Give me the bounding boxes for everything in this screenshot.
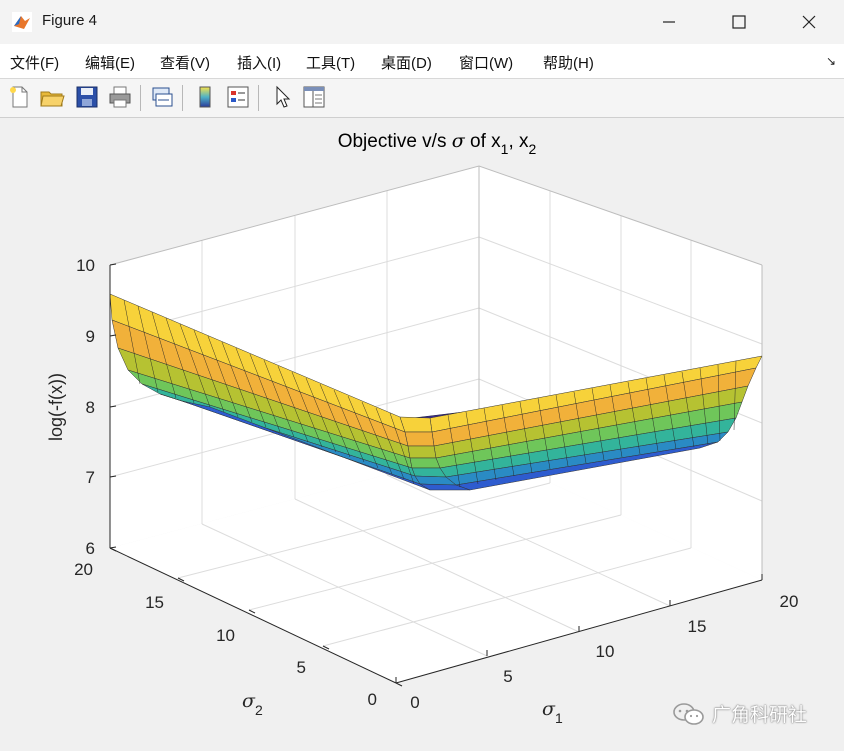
close-icon (802, 15, 816, 29)
surface-plot[interactable]: Objective v/s σ of x1, x2 10 9 8 7 6 log… (0, 118, 840, 749)
z-tick-label: 6 (86, 539, 95, 558)
menu-desktop[interactable]: 桌面(D) (381, 55, 432, 72)
close-button[interactable] (774, 0, 844, 44)
link-plot-icon[interactable] (149, 84, 175, 110)
window-title: Figure 4 (42, 12, 98, 29)
y-axis-label: σ2 (242, 690, 263, 718)
surface-mesh (109, 293, 763, 491)
figure-canvas[interactable]: Objective v/s σ of x1, x2 10 9 8 7 6 log… (2, 118, 842, 749)
save-icon[interactable] (74, 84, 100, 110)
y-tick-label: 15 (145, 593, 164, 612)
watermark-text: 广角科研社 (712, 705, 808, 726)
new-figure-icon[interactable] (6, 84, 32, 110)
menu-view[interactable]: 查看(V) (160, 55, 210, 72)
minimize-button[interactable] (634, 0, 704, 44)
figure-toolbar (0, 79, 844, 118)
edit-plot-arrow-icon[interactable] (269, 84, 295, 110)
print-icon[interactable] (107, 84, 133, 110)
menu-file[interactable]: 文件(F) (10, 55, 60, 72)
tick-marks (109, 263, 763, 687)
matlab-icon (12, 12, 32, 32)
open-file-icon[interactable] (39, 84, 65, 110)
y-tick-label: 10 (216, 626, 235, 645)
z-tick-label: 7 (86, 468, 95, 487)
menu-insert[interactable]: 插入(I) (237, 55, 282, 72)
y-tick-label: 0 (368, 690, 377, 709)
x-axis-label: σ1 (542, 698, 563, 726)
z-tick-label: 8 (86, 398, 95, 417)
x-tick-label: 10 (596, 642, 615, 661)
toolbar-separator (140, 85, 141, 111)
x-tick-label: 5 (503, 667, 512, 686)
watermark: 广角科研社 (672, 700, 807, 727)
insert-legend-icon[interactable] (225, 84, 251, 110)
x-tick-label: 0 (410, 693, 419, 712)
window-titlebar: Figure 4 (0, 0, 844, 45)
y-tick-label: 5 (297, 658, 306, 677)
plot-title: Objective v/s σ of x1, x2 (338, 130, 537, 157)
x-tick-label: 15 (688, 617, 707, 636)
maximize-button[interactable] (704, 0, 774, 44)
insert-colorbar-icon[interactable] (192, 84, 218, 110)
toolbar-separator (182, 85, 183, 111)
axes-box (109, 165, 763, 580)
y-tick-label: 20 (74, 560, 93, 579)
toolbar-separator (258, 85, 259, 111)
menu-edit[interactable]: 编辑(E) (85, 55, 135, 72)
wechat-icon (673, 702, 704, 725)
maximize-icon (732, 15, 746, 29)
property-inspector-icon[interactable] (301, 84, 327, 110)
z-axis-label: log(-f(x)) (46, 373, 66, 441)
menu-bar: 文件(F) 编辑(E) 查看(V) 插入(I) 工具(T) 桌面(D) 窗口(W… (0, 44, 844, 79)
z-tick-label: 9 (86, 327, 95, 346)
x-tick-label: 20 (780, 592, 799, 611)
menu-tools[interactable]: 工具(T) (306, 55, 356, 72)
minimize-icon (663, 21, 675, 23)
expand-toolbar-icon[interactable]: ↘ (825, 54, 836, 68)
menu-help[interactable]: 帮助(H) (543, 55, 594, 72)
z-tick-label: 10 (76, 256, 95, 275)
menu-window[interactable]: 窗口(W) (459, 55, 514, 72)
